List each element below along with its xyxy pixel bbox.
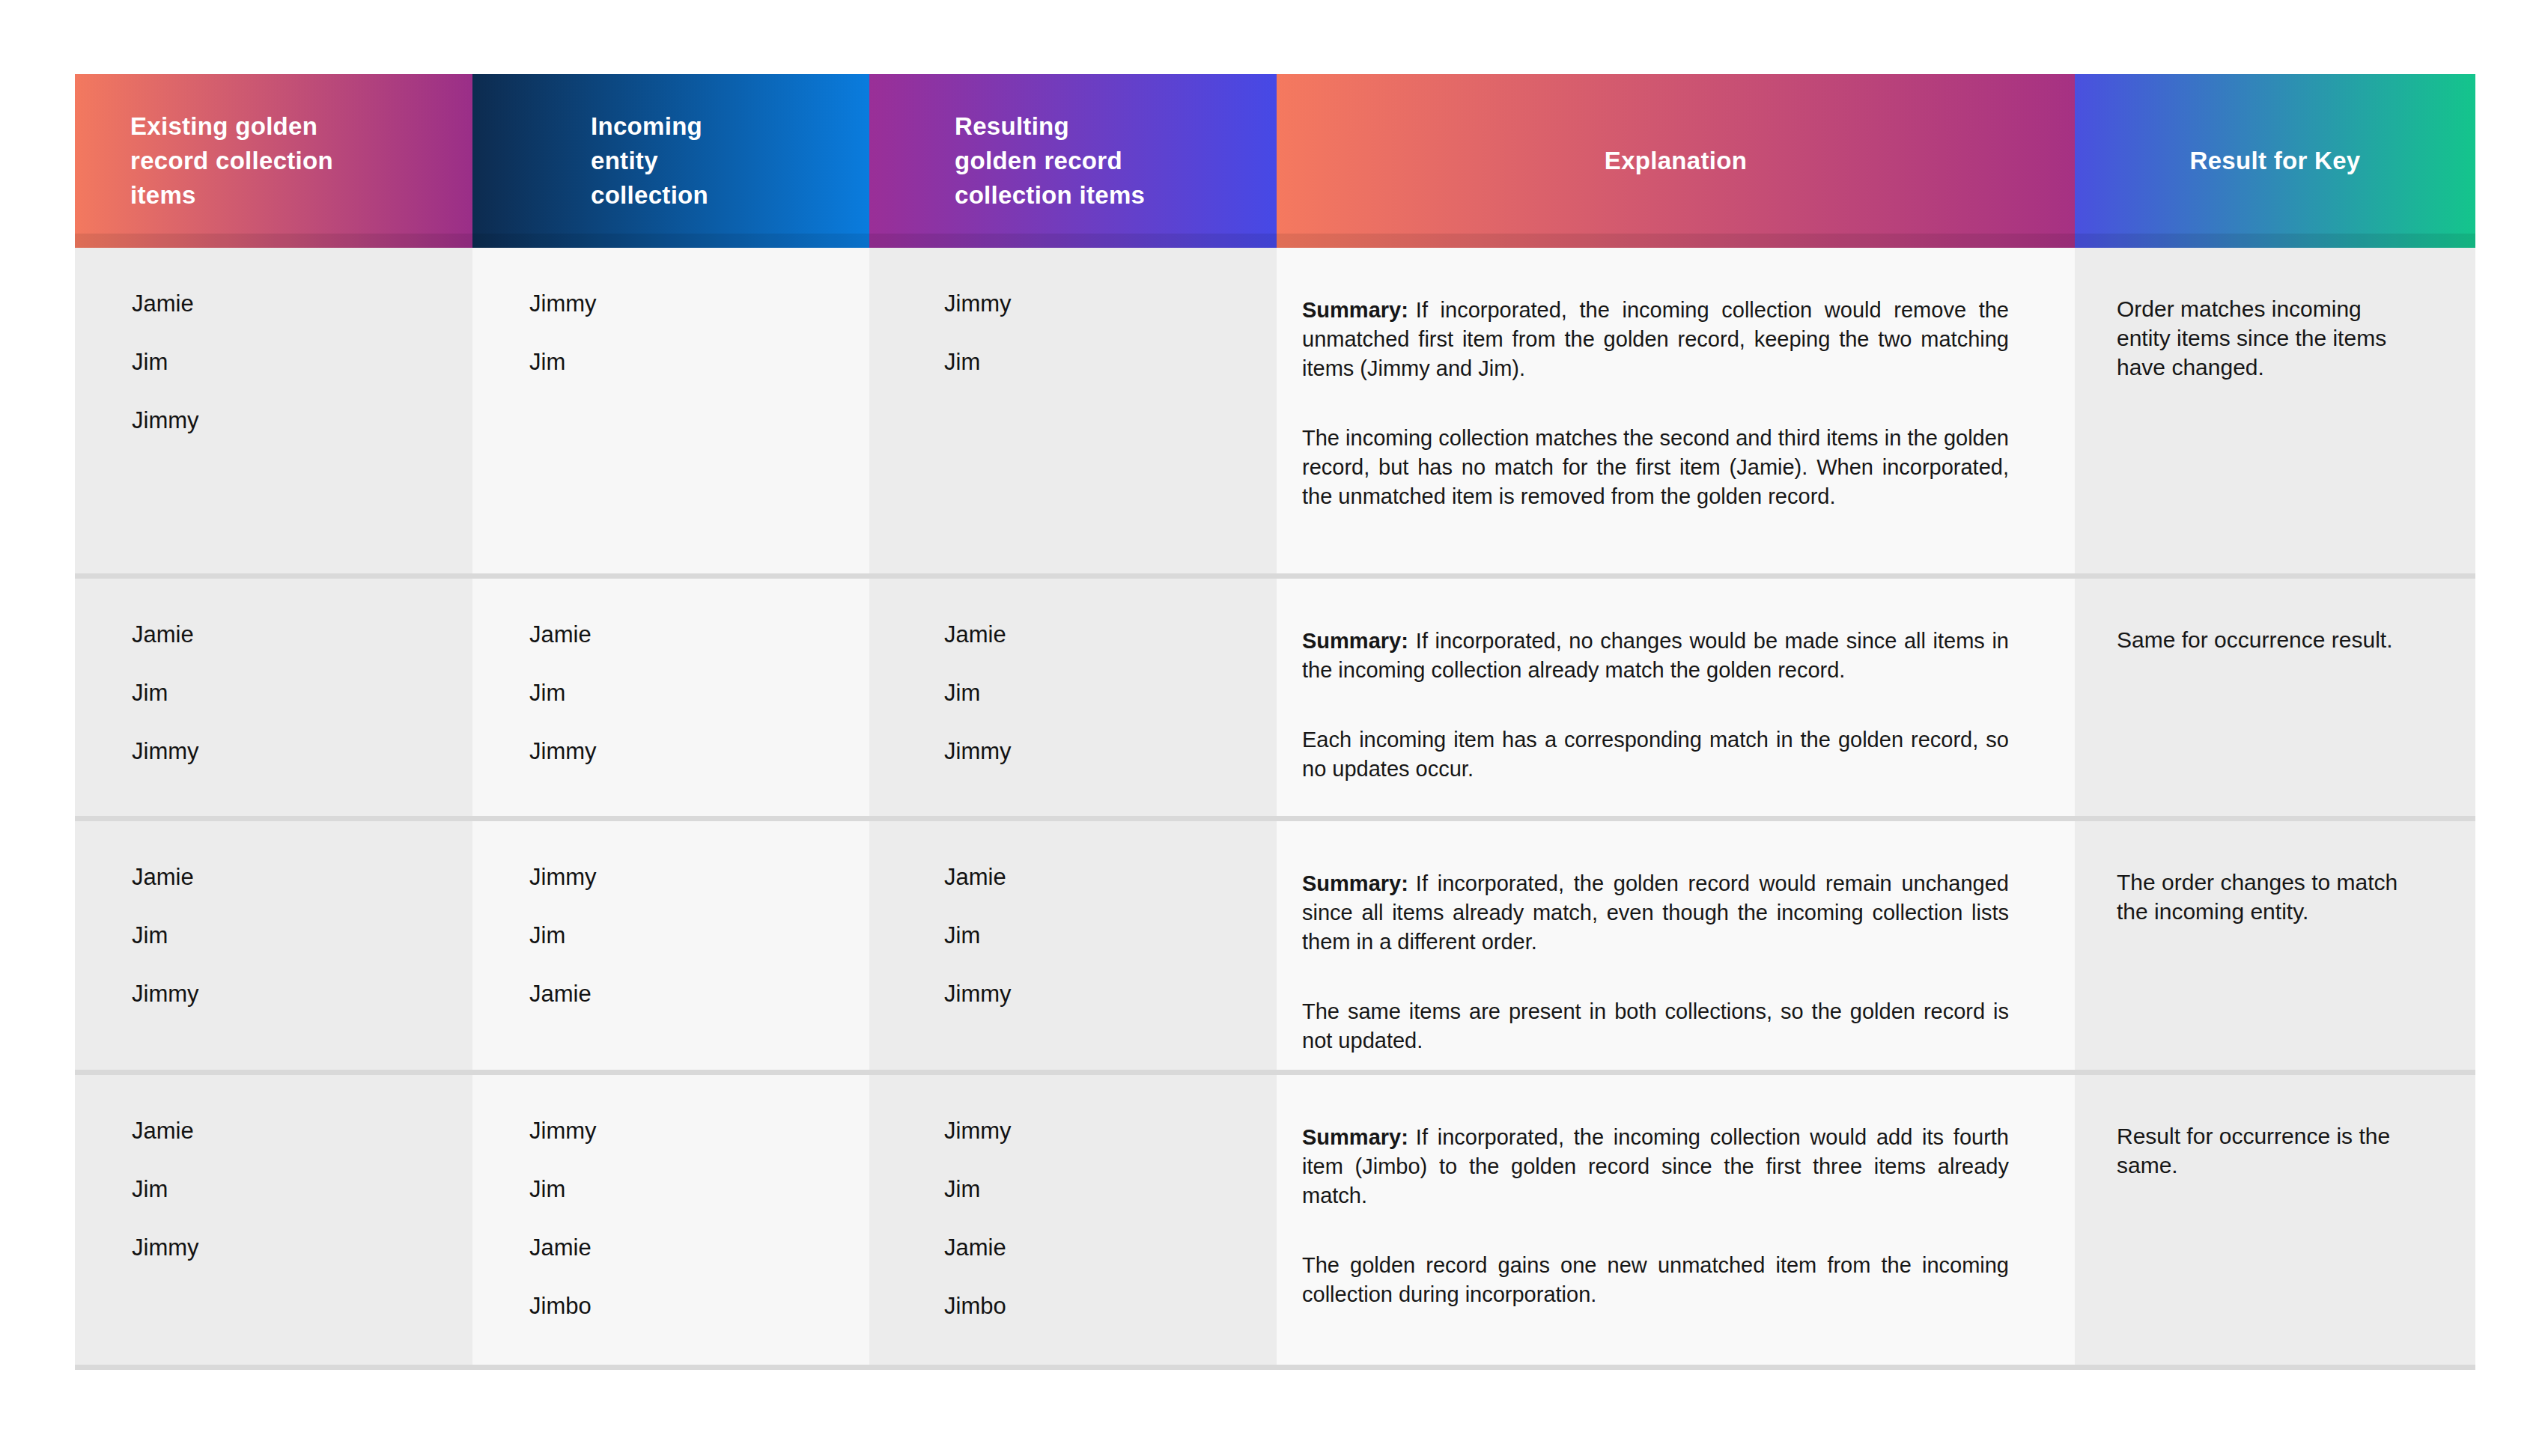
cell-existing-items: Jamie Jim Jimmy	[75, 248, 472, 573]
cell-resulting-items: Jamie Jim Jimmy	[869, 821, 1277, 1070]
explanation-detail: The golden record gains one new unmatche…	[1302, 1251, 2009, 1309]
result-text: Same for occurrence result.	[2117, 625, 2415, 654]
collection-item: Jimmy	[944, 722, 1262, 781]
cell-incoming-items: Jimmy Jim Jamie	[472, 821, 869, 1070]
column-header-resulting-golden-record-items: Resulting golden record collection items	[869, 74, 1277, 248]
row-divider	[75, 573, 2475, 579]
collection-item: Jim	[132, 664, 457, 722]
cell-incoming-items: Jimmy Jim Jamie Jimbo	[472, 1075, 869, 1365]
explanation-summary: Summary:If incorporated, the golden reco…	[1302, 869, 2009, 957]
row-divider	[75, 1070, 2475, 1075]
column-header-explanation: Explanation	[1277, 74, 2075, 248]
summary-label: Summary:	[1302, 629, 1408, 653]
collection-item: Jim	[944, 1160, 1262, 1219]
header-line: Incoming	[591, 109, 869, 144]
collection-item: Jamie	[132, 848, 457, 907]
collection-item: Jimmy	[944, 1102, 1262, 1160]
cell-resulting-items: Jimmy Jim Jamie Jimbo	[869, 1075, 1277, 1365]
cell-result-for-key: Same for occurrence result.	[2075, 579, 2475, 816]
cell-existing-items: Jamie Jim Jimmy	[75, 821, 472, 1070]
collection-item: Jimmy	[132, 722, 457, 781]
collection-item: Jim	[529, 907, 854, 965]
collection-item: Jim	[529, 664, 854, 722]
table-row: Jamie Jim Jimmy Jimmy Jim Jimmy Jim Summ…	[75, 248, 2475, 573]
collection-item: Jim	[944, 907, 1262, 965]
collection-item: Jamie	[132, 275, 457, 333]
table-bottom-divider	[75, 1365, 2475, 1370]
page: { "labels": { "summary": "Summary:" }, "…	[0, 0, 2545, 1456]
cell-existing-items: Jamie Jim Jimmy	[75, 579, 472, 816]
result-text: Order matches incoming entity items sinc…	[2117, 294, 2415, 382]
explanation-detail: Each incoming item has a corresponding m…	[1302, 725, 2009, 784]
golden-record-merge-table: Existing golden record collection items …	[75, 74, 2475, 1370]
result-text: The order changes to match the incoming …	[2117, 868, 2415, 926]
explanation-summary: Summary:If incorporated, the incoming co…	[1302, 296, 2009, 383]
result-text: Result for occurrence is the same.	[2117, 1121, 2415, 1180]
cell-result-for-key: Order matches incoming entity items sinc…	[2075, 248, 2475, 573]
collection-item: Jim	[944, 333, 1262, 392]
cell-result-for-key: The order changes to match the incoming …	[2075, 821, 2475, 1070]
header-line: items	[130, 178, 472, 213]
cell-incoming-items: Jimmy Jim	[472, 248, 869, 573]
collection-item: Jimmy	[529, 848, 854, 907]
table-row: Jamie Jim Jimmy Jamie Jim Jimmy Jamie Ji…	[75, 579, 2475, 816]
collection-item: Jim	[132, 1160, 457, 1219]
column-header-existing-golden-record-items: Existing golden record collection items	[75, 74, 472, 248]
header-line: Explanation	[1605, 144, 1747, 178]
row-divider	[75, 816, 2475, 821]
collection-item: Jim	[132, 333, 457, 392]
column-header-incoming-entity-collection: Incoming entity collection	[472, 74, 869, 248]
header-line: collection items	[955, 178, 1277, 213]
header-line: entity	[591, 144, 869, 178]
collection-item: Jimmy	[529, 722, 854, 781]
header-line: golden record	[955, 144, 1277, 178]
header-line: collection	[591, 178, 869, 213]
collection-item: Jamie	[132, 606, 457, 664]
explanation-summary: Summary:If incorporated, the incoming co…	[1302, 1123, 2009, 1210]
collection-item: Jimmy	[944, 965, 1262, 1023]
collection-item: Jamie	[529, 965, 854, 1023]
header-line: record collection	[130, 144, 472, 178]
summary-label: Summary:	[1302, 1125, 1408, 1149]
column-header-result-for-key: Result for Key	[2075, 74, 2475, 248]
header-line: Result for Key	[2190, 144, 2361, 178]
collection-item: Jamie	[944, 606, 1262, 664]
table-row: Jamie Jim Jimmy Jimmy Jim Jamie Jamie Ji…	[75, 821, 2475, 1070]
collection-item: Jimmy	[529, 275, 854, 333]
summary-label: Summary:	[1302, 298, 1408, 322]
summary-label: Summary:	[1302, 871, 1408, 895]
explanation-detail: The same items are present in both colle…	[1302, 997, 2009, 1056]
explanation-summary: Summary:If incorporated, no changes woul…	[1302, 627, 2009, 685]
collection-item: Jamie	[529, 1219, 854, 1277]
collection-item: Jimmy	[529, 1102, 854, 1160]
cell-incoming-items: Jamie Jim Jimmy	[472, 579, 869, 816]
collection-item: Jamie	[132, 1102, 457, 1160]
table-row: Jamie Jim Jimmy Jimmy Jim Jamie Jimbo Ji…	[75, 1075, 2475, 1365]
collection-item: Jamie	[944, 848, 1262, 907]
collection-item: Jim	[132, 907, 457, 965]
collection-item: Jamie	[944, 1219, 1262, 1277]
collection-item: Jim	[529, 1160, 854, 1219]
collection-item: Jimmy	[944, 275, 1262, 333]
cell-resulting-items: Jamie Jim Jimmy	[869, 579, 1277, 816]
cell-resulting-items: Jimmy Jim	[869, 248, 1277, 573]
cell-explanation: Summary:If incorporated, the incoming co…	[1277, 1075, 2075, 1365]
collection-item: Jimmy	[132, 965, 457, 1023]
cell-explanation: Summary:If incorporated, no changes woul…	[1277, 579, 2075, 816]
collection-item: Jamie	[529, 606, 854, 664]
cell-existing-items: Jamie Jim Jimmy	[75, 1075, 472, 1365]
collection-item: Jim	[944, 664, 1262, 722]
collection-item: Jimmy	[132, 392, 457, 450]
collection-item: Jim	[529, 333, 854, 392]
collection-item: Jimmy	[132, 1219, 457, 1277]
header-line: Existing golden	[130, 109, 472, 144]
cell-explanation: Summary:If incorporated, the golden reco…	[1277, 821, 2075, 1070]
cell-explanation: Summary:If incorporated, the incoming co…	[1277, 248, 2075, 573]
collection-item: Jimbo	[529, 1277, 854, 1335]
header-line: Resulting	[955, 109, 1277, 144]
cell-result-for-key: Result for occurrence is the same.	[2075, 1075, 2475, 1365]
collection-item: Jimbo	[944, 1277, 1262, 1335]
table-header-row: Existing golden record collection items …	[75, 74, 2475, 248]
explanation-detail: The incoming collection matches the seco…	[1302, 424, 2009, 511]
